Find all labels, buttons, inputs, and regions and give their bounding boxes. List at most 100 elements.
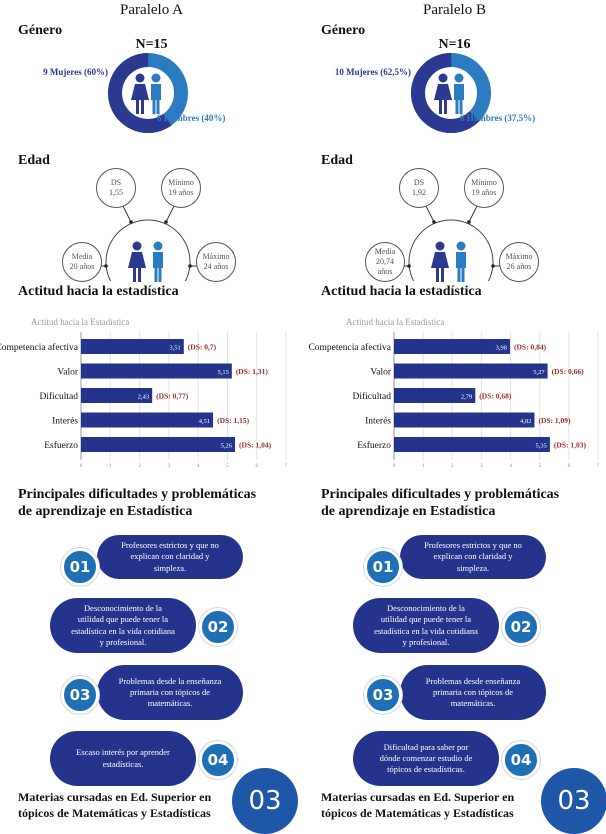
chart-title: Actitud hacia la Estadística	[346, 317, 444, 327]
age-stat-min: Mínimo 19 años	[464, 168, 504, 208]
chart-title: Actitud hacia la Estadística	[31, 317, 129, 327]
ds-label: (DS: 1,31)	[236, 367, 269, 376]
category-label: Esfuerzo	[357, 440, 391, 451]
women-label: 9 Mujeres (60%)	[43, 67, 108, 77]
woman-icon-head	[435, 241, 445, 251]
value-label: 2,43	[138, 394, 149, 401]
woman-icon	[434, 73, 452, 114]
difficulty-number: 01	[61, 548, 99, 586]
courses-label: Materias cursadas en Ed. Superior en tóp…	[18, 790, 212, 821]
difficulty-card: Profesores estrictos y que no explican c…	[97, 535, 243, 579]
category-label: Interés	[52, 417, 78, 427]
courses-count: 03	[232, 768, 298, 834]
difficulty-card: Profesores estrictos y que no explican c…	[400, 535, 546, 579]
x-tick-label: 1	[422, 464, 425, 469]
value-label: 5,35	[536, 443, 547, 450]
man-icon	[151, 73, 161, 114]
age-stat-min: Mínimo 19 años	[161, 168, 201, 208]
category-label: Dificultad	[352, 391, 391, 402]
connector-dot	[129, 220, 133, 224]
bar	[81, 363, 232, 379]
man-icon-body	[456, 252, 466, 282]
difficulty-card: Dificultad para saber por dónde comenzar…	[353, 731, 499, 786]
man-icon-head	[456, 241, 466, 251]
connector-dot	[407, 264, 411, 268]
ds-label: (DS: 0,68)	[479, 392, 512, 401]
man-icon	[454, 73, 464, 114]
x-tick-label: 2	[451, 464, 454, 469]
x-tick-label: 1	[109, 464, 112, 469]
value-label: 5,15	[217, 369, 228, 376]
difficulty-number: 02	[199, 608, 237, 646]
man-icon	[153, 241, 163, 282]
connector-dot	[467, 220, 471, 224]
x-tick-label: 7	[597, 464, 600, 469]
men-label: 6 Hombres (37,5%)	[460, 113, 536, 123]
courses-label: Materias cursadas en Ed. Superior en tóp…	[321, 790, 515, 821]
woman-icon-body	[128, 252, 146, 282]
connector-line	[122, 205, 132, 223]
man-icon-head	[151, 73, 161, 83]
connector-dot	[104, 264, 108, 268]
ds-label: (DS: 1,04)	[239, 441, 272, 450]
connector-dot	[188, 264, 192, 268]
man-icon	[456, 241, 466, 282]
bar	[81, 339, 184, 354]
connector-dot	[164, 220, 168, 224]
woman-icon-head	[135, 73, 145, 83]
age-stat-max: Máximo 24 años	[196, 242, 236, 282]
graphics	[0, 53, 303, 300]
difficulty-number: 04	[502, 741, 540, 779]
age-hub-circle	[105, 219, 191, 300]
bar	[394, 412, 535, 428]
ds-label: (DS: 0,77)	[156, 392, 189, 401]
attitude-heading: Actitud hacia la estadística	[18, 284, 179, 299]
value-label: 5,27	[533, 369, 545, 376]
ds-label: (DS: 0,66)	[552, 367, 585, 376]
ds-label: (DS: 0,84)	[514, 343, 547, 352]
x-tick-label: 5	[538, 464, 541, 469]
column-title: Paralelo B	[423, 2, 486, 18]
category-label: Esfuerzo	[44, 440, 78, 451]
difficulties-heading: Principales dificultades y problemáticas…	[18, 487, 257, 519]
woman-icon-head	[438, 73, 448, 83]
attitude-chart: Actitud hacia la Estadística 0 1 2 3 4 5 6 7 Comp…	[0, 317, 288, 469]
men-label: 6 Hombres (40%)	[157, 113, 226, 123]
difficulty-card: Problemas desde la enseñanza primaria co…	[97, 665, 243, 720]
age-hub-circle	[408, 219, 494, 300]
difficulty-card: Desconocimiento de la utilidad que puede…	[50, 598, 196, 653]
value-label: 5,26	[221, 443, 233, 450]
age-stat-media: Media 20,74 años	[365, 242, 405, 282]
donut-women-slice	[108, 53, 188, 133]
category-label: Valor	[57, 368, 78, 378]
x-tick-label: 6	[568, 464, 571, 469]
woman-icon-body	[431, 252, 449, 282]
x-tick-label: 4	[509, 464, 512, 469]
bar	[81, 388, 153, 403]
age-stat-ds: DS 1,55	[96, 168, 136, 208]
woman-icon	[131, 73, 149, 114]
x-tick-label: 5	[226, 464, 229, 469]
x-tick-label: 4	[197, 464, 200, 469]
difficulty-number: 03	[61, 676, 99, 714]
connector-dot	[491, 264, 495, 268]
value-label: 4,51	[199, 418, 210, 425]
value-label: 2,79	[461, 394, 472, 401]
man-icon-body	[151, 84, 161, 114]
x-tick-label: 7	[285, 464, 288, 469]
connector-dot	[432, 220, 436, 224]
bar	[394, 388, 476, 403]
bar	[394, 437, 550, 452]
gender-heading: Género	[321, 23, 366, 38]
age-stat-ds: DS 1,92	[399, 168, 439, 208]
age-heading: Edad	[321, 153, 353, 168]
ds-label: (DS: 1,09)	[538, 416, 571, 425]
age-hub-mask	[303, 281, 606, 300]
x-tick-label: 6	[255, 464, 258, 469]
man-icon-head	[153, 241, 163, 251]
man-icon-body	[153, 252, 163, 282]
bar	[394, 339, 510, 354]
x-tick-label: 2	[138, 464, 141, 469]
attitude-heading: Actitud hacia la estadística	[321, 284, 482, 299]
value-label: 3,51	[169, 345, 180, 352]
